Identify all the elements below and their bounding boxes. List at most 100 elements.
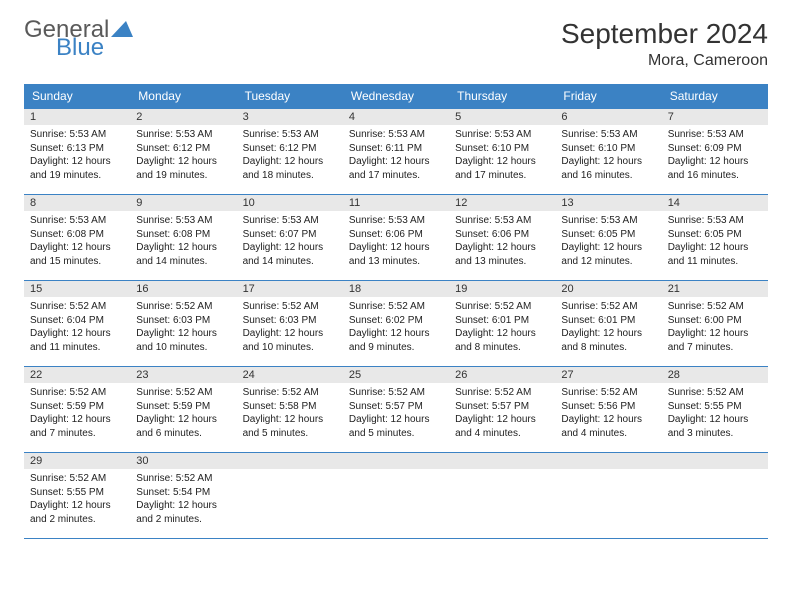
title-block: September 2024 Mora, Cameroon [561,18,768,70]
day-body: Sunrise: 5:53 AMSunset: 6:05 PMDaylight:… [662,211,768,274]
day-body: Sunrise: 5:52 AMSunset: 5:59 PMDaylight:… [130,383,236,446]
daylight-line: Daylight: 12 hours and 7 minutes. [668,327,762,354]
sunrise-line: Sunrise: 5:52 AM [30,300,124,314]
day-body: Sunrise: 5:52 AMSunset: 6:00 PMDaylight:… [662,297,768,360]
day-cell: 7Sunrise: 5:53 AMSunset: 6:09 PMDaylight… [662,109,768,195]
day-cell: 18Sunrise: 5:52 AMSunset: 6:02 PMDayligh… [343,281,449,367]
day-number: 15 [24,281,130,297]
sunrise-line: Sunrise: 5:53 AM [455,214,549,228]
day-body: Sunrise: 5:53 AMSunset: 6:08 PMDaylight:… [130,211,236,274]
sunset-line: Sunset: 6:04 PM [30,314,124,328]
sunrise-line: Sunrise: 5:53 AM [561,128,655,142]
day-cell: 5Sunrise: 5:53 AMSunset: 6:10 PMDaylight… [449,109,555,195]
day-cell [343,453,449,539]
sunset-line: Sunset: 6:08 PM [136,228,230,242]
day-body: Sunrise: 5:52 AMSunset: 5:56 PMDaylight:… [555,383,661,446]
empty-day-number [343,453,449,469]
day-number: 8 [24,195,130,211]
day-number: 4 [343,109,449,125]
day-body: Sunrise: 5:53 AMSunset: 6:11 PMDaylight:… [343,125,449,188]
day-number: 1 [24,109,130,125]
sunrise-line: Sunrise: 5:52 AM [349,386,443,400]
sunset-line: Sunset: 5:58 PM [243,400,337,414]
logo-blue-text: Blue [56,36,133,60]
sunset-line: Sunset: 6:03 PM [243,314,337,328]
day-body: Sunrise: 5:53 AMSunset: 6:07 PMDaylight:… [237,211,343,274]
day-cell: 21Sunrise: 5:52 AMSunset: 6:00 PMDayligh… [662,281,768,367]
sunset-line: Sunset: 6:12 PM [136,142,230,156]
day-number: 13 [555,195,661,211]
sunrise-line: Sunrise: 5:52 AM [136,300,230,314]
sunset-line: Sunset: 5:56 PM [561,400,655,414]
day-number: 25 [343,367,449,383]
day-cell [662,453,768,539]
daylight-line: Daylight: 12 hours and 10 minutes. [243,327,337,354]
day-header-friday: Friday [555,84,661,109]
day-number: 6 [555,109,661,125]
day-body: Sunrise: 5:53 AMSunset: 6:08 PMDaylight:… [24,211,130,274]
sunset-line: Sunset: 6:13 PM [30,142,124,156]
day-header-sunday: Sunday [24,84,130,109]
sunrise-line: Sunrise: 5:52 AM [455,386,549,400]
sunset-line: Sunset: 5:54 PM [136,486,230,500]
day-cell: 6Sunrise: 5:53 AMSunset: 6:10 PMDaylight… [555,109,661,195]
logo: General Blue [24,18,133,60]
day-body: Sunrise: 5:53 AMSunset: 6:12 PMDaylight:… [237,125,343,188]
daylight-line: Daylight: 12 hours and 5 minutes. [243,413,337,440]
day-body: Sunrise: 5:52 AMSunset: 5:58 PMDaylight:… [237,383,343,446]
day-body: Sunrise: 5:53 AMSunset: 6:10 PMDaylight:… [555,125,661,188]
daylight-line: Daylight: 12 hours and 13 minutes. [455,241,549,268]
week-row: 8Sunrise: 5:53 AMSunset: 6:08 PMDaylight… [24,195,768,281]
sunrise-line: Sunrise: 5:53 AM [243,214,337,228]
day-body: Sunrise: 5:53 AMSunset: 6:06 PMDaylight:… [449,211,555,274]
day-number: 23 [130,367,236,383]
day-number: 28 [662,367,768,383]
day-cell: 11Sunrise: 5:53 AMSunset: 6:06 PMDayligh… [343,195,449,281]
sunset-line: Sunset: 6:10 PM [561,142,655,156]
calendar-table: SundayMondayTuesdayWednesdayThursdayFrid… [24,84,768,539]
day-number: 20 [555,281,661,297]
day-number: 21 [662,281,768,297]
sunset-line: Sunset: 6:05 PM [561,228,655,242]
daylight-line: Daylight: 12 hours and 17 minutes. [349,155,443,182]
sunset-line: Sunset: 5:55 PM [668,400,762,414]
sunset-line: Sunset: 5:57 PM [349,400,443,414]
daylight-line: Daylight: 12 hours and 14 minutes. [243,241,337,268]
sunrise-line: Sunrise: 5:52 AM [136,472,230,486]
day-number: 11 [343,195,449,211]
day-number: 30 [130,453,236,469]
day-number: 9 [130,195,236,211]
daylight-line: Daylight: 12 hours and 19 minutes. [30,155,124,182]
daylight-line: Daylight: 12 hours and 13 minutes. [349,241,443,268]
day-cell: 16Sunrise: 5:52 AMSunset: 6:03 PMDayligh… [130,281,236,367]
day-body: Sunrise: 5:52 AMSunset: 5:55 PMDaylight:… [662,383,768,446]
day-number: 14 [662,195,768,211]
day-body: Sunrise: 5:52 AMSunset: 6:01 PMDaylight:… [555,297,661,360]
week-row: 15Sunrise: 5:52 AMSunset: 6:04 PMDayligh… [24,281,768,367]
sunset-line: Sunset: 6:09 PM [668,142,762,156]
sunrise-line: Sunrise: 5:53 AM [668,214,762,228]
location: Mora, Cameroon [561,52,768,70]
sunset-line: Sunset: 5:55 PM [30,486,124,500]
sunrise-line: Sunrise: 5:52 AM [30,472,124,486]
day-body: Sunrise: 5:52 AMSunset: 6:02 PMDaylight:… [343,297,449,360]
day-body: Sunrise: 5:52 AMSunset: 5:57 PMDaylight:… [449,383,555,446]
day-number: 27 [555,367,661,383]
day-cell: 13Sunrise: 5:53 AMSunset: 6:05 PMDayligh… [555,195,661,281]
daylight-line: Daylight: 12 hours and 4 minutes. [455,413,549,440]
day-cell: 12Sunrise: 5:53 AMSunset: 6:06 PMDayligh… [449,195,555,281]
sunrise-line: Sunrise: 5:53 AM [668,128,762,142]
day-body: Sunrise: 5:53 AMSunset: 6:12 PMDaylight:… [130,125,236,188]
daylight-line: Daylight: 12 hours and 4 minutes. [561,413,655,440]
daylight-line: Daylight: 12 hours and 18 minutes. [243,155,337,182]
day-body: Sunrise: 5:53 AMSunset: 6:13 PMDaylight:… [24,125,130,188]
day-number: 29 [24,453,130,469]
sunset-line: Sunset: 6:06 PM [349,228,443,242]
daylight-line: Daylight: 12 hours and 14 minutes. [136,241,230,268]
day-body: Sunrise: 5:52 AMSunset: 5:54 PMDaylight:… [130,469,236,532]
daylight-line: Daylight: 12 hours and 6 minutes. [136,413,230,440]
daylight-line: Daylight: 12 hours and 11 minutes. [668,241,762,268]
sunset-line: Sunset: 6:01 PM [455,314,549,328]
day-cell: 2Sunrise: 5:53 AMSunset: 6:12 PMDaylight… [130,109,236,195]
sunrise-line: Sunrise: 5:52 AM [349,300,443,314]
